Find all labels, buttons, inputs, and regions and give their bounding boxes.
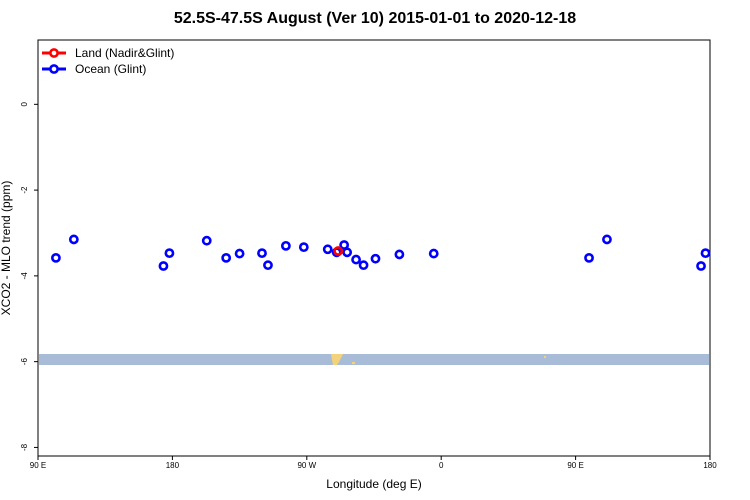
y-tick-label: -8 bbox=[20, 443, 29, 451]
x-tick-label: 90 W bbox=[297, 461, 316, 470]
ocean-point bbox=[158, 261, 169, 271]
x-tick-label: 180 bbox=[166, 461, 180, 470]
map-strip bbox=[39, 354, 709, 365]
ocean-point bbox=[370, 253, 381, 264]
legend-label: Land (Nadir&Glint) bbox=[75, 46, 174, 60]
ocean-point bbox=[298, 242, 309, 253]
ocean-point bbox=[68, 234, 79, 245]
ocean-point bbox=[342, 247, 353, 258]
ocean-point bbox=[51, 252, 61, 263]
ocean-point bbox=[234, 248, 245, 259]
ocean-point bbox=[696, 261, 706, 271]
legend-marker bbox=[49, 64, 59, 74]
axis-ticks: 90 E 180 90 W 0 90 E 180 0 -2 -4 -6 -8 bbox=[20, 102, 717, 470]
ocean-point bbox=[280, 240, 291, 251]
ocean-point bbox=[201, 235, 212, 246]
ocean-point bbox=[584, 252, 594, 263]
ocean-point bbox=[394, 249, 405, 260]
x-tick-label: 0 bbox=[439, 461, 444, 470]
plot-frame bbox=[37, 39, 711, 457]
map-ocean-band bbox=[39, 354, 709, 365]
map-land-island bbox=[544, 356, 546, 358]
map-land-south-america bbox=[331, 354, 343, 365]
y-tick-label: -4 bbox=[20, 272, 29, 280]
x-tick-label: 180 bbox=[703, 461, 717, 470]
legend: Land (Nadir&Glint) Ocean (Glint) bbox=[42, 46, 174, 76]
ocean-point bbox=[257, 248, 267, 259]
chart-title: 52.5S-47.5S August (Ver 10) 2015-01-01 t… bbox=[173, 10, 577, 27]
x-tick-label: 90 E bbox=[30, 461, 46, 470]
ocean-point bbox=[700, 248, 711, 259]
x-axis-label: Longitude (deg E) bbox=[326, 477, 421, 491]
legend-marker bbox=[49, 48, 59, 58]
map-land-falklands bbox=[352, 362, 355, 364]
ocean-point bbox=[221, 252, 232, 263]
ocean-point bbox=[358, 260, 369, 271]
y-tick-label: -6 bbox=[20, 358, 29, 366]
y-axis-label: XCO2 - MLO trend (ppm) bbox=[0, 181, 13, 316]
ocean-point bbox=[164, 248, 175, 259]
data-points bbox=[51, 234, 711, 271]
ocean-point bbox=[322, 244, 333, 255]
y-tick-label: 0 bbox=[20, 102, 29, 107]
ocean-point bbox=[602, 234, 612, 245]
y-tick-label: -2 bbox=[20, 186, 29, 194]
land-point bbox=[333, 246, 344, 256]
ocean-point bbox=[351, 254, 361, 265]
x-tick-label: 90 E bbox=[567, 461, 583, 470]
ocean-point bbox=[263, 260, 273, 271]
ocean-point bbox=[428, 248, 439, 259]
legend-label: Ocean (Glint) bbox=[75, 62, 146, 76]
